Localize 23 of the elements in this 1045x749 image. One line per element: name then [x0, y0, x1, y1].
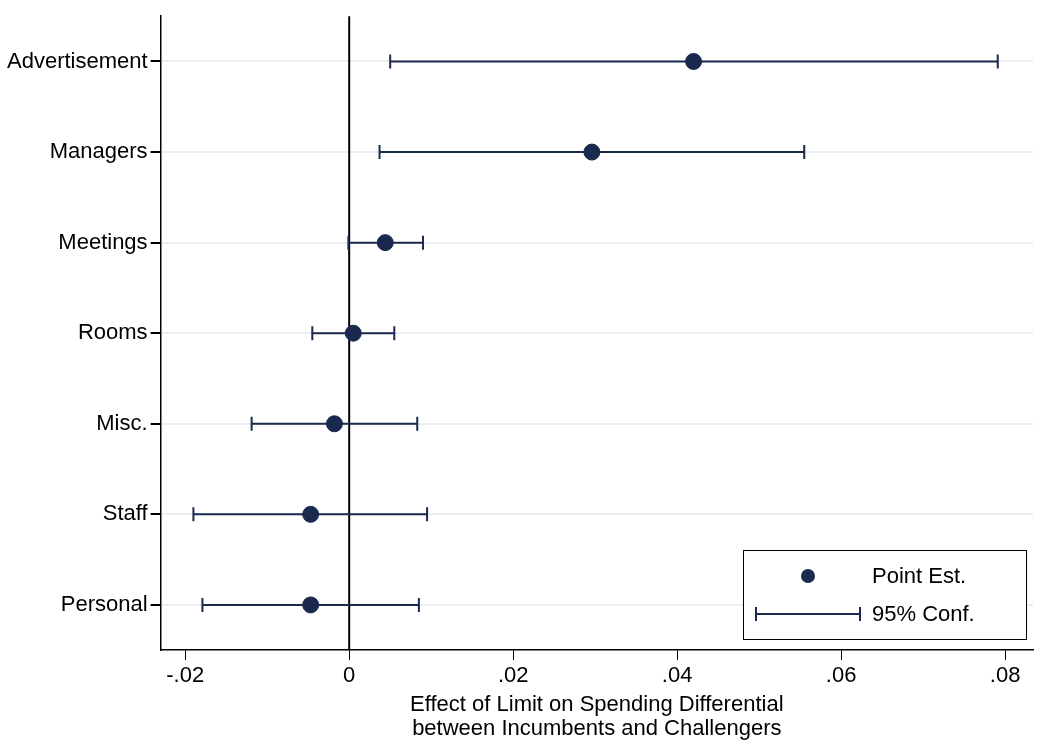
point [344, 324, 362, 342]
y-tick-label: Managers [49, 138, 148, 164]
point [583, 143, 601, 161]
y-tick-label: Misc. [96, 409, 148, 435]
annotation: 95% Conf. [872, 601, 975, 628]
y-tick-label: Meetings [58, 228, 148, 254]
y-tick-label: Personal [60, 590, 148, 616]
x-tick-label: -.02 [166, 662, 205, 688]
y-tick-label: Staff [102, 500, 149, 526]
x-tick-label: 0 [343, 662, 356, 688]
x-tick-label: .04 [661, 662, 693, 688]
legend-box: Point Est. 95% Conf. [743, 550, 1027, 641]
point [376, 234, 394, 252]
y-tick-label: Rooms [77, 319, 148, 345]
point [302, 596, 320, 614]
x-tick-label: .08 [989, 662, 1021, 688]
y-tick-label: Advertisement [6, 47, 148, 73]
point [302, 505, 320, 523]
x-tick-label: .06 [825, 662, 857, 688]
point [325, 415, 343, 433]
point [685, 52, 703, 70]
x-tick-label: .02 [497, 662, 529, 688]
x-axis-title: Effect of Limit on Spending Differential between Incumbents and Challengers [410, 690, 784, 740]
